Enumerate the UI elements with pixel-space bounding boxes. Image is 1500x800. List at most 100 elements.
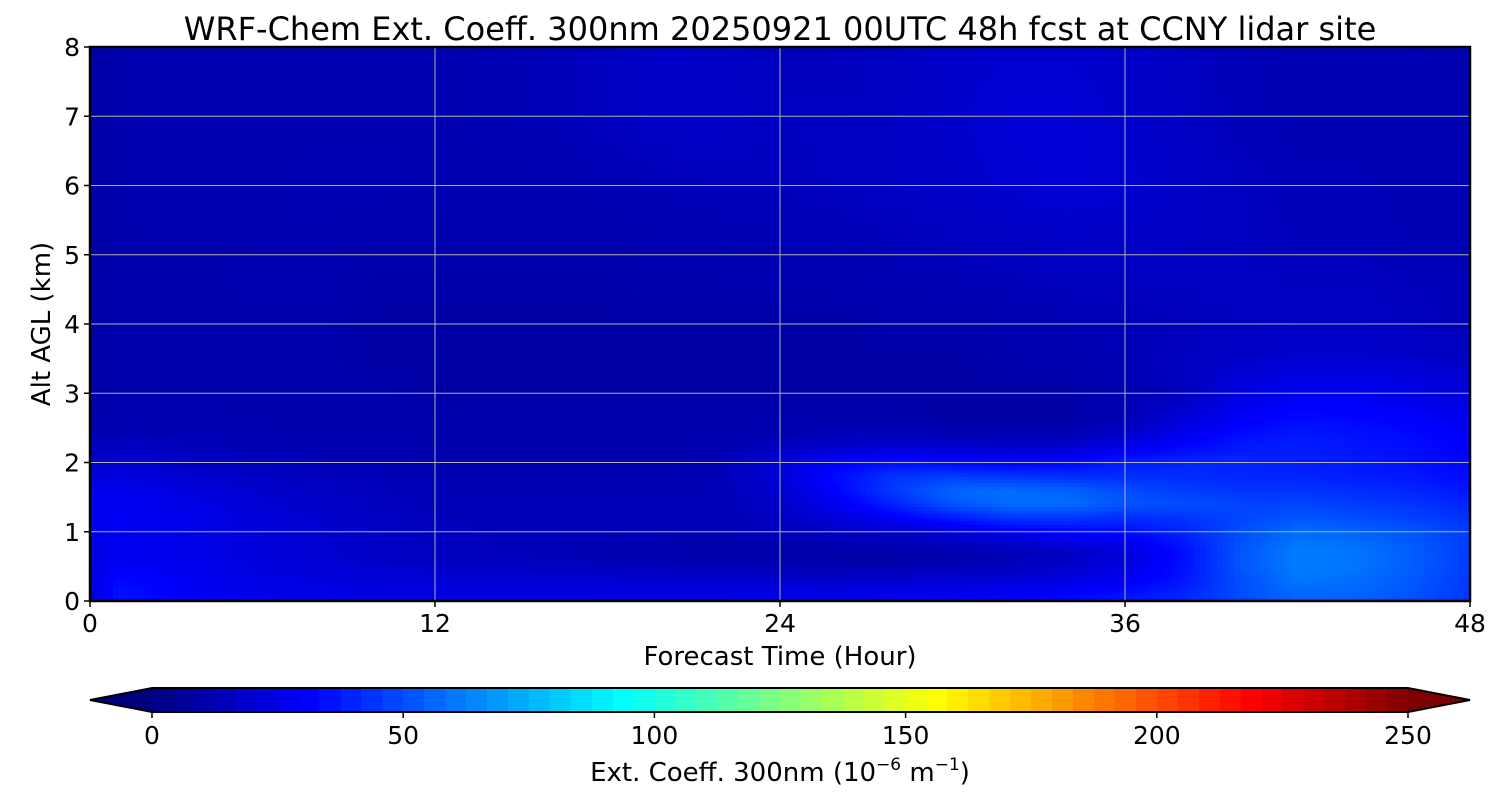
field-cell bbox=[1125, 50, 1132, 55]
field-cell bbox=[1038, 50, 1046, 55]
field-cell bbox=[360, 81, 367, 86]
field-cell bbox=[291, 67, 298, 72]
field-cell bbox=[964, 50, 971, 55]
field-cell bbox=[325, 47, 333, 52]
field-cell bbox=[199, 78, 206, 83]
field-cell bbox=[613, 60, 620, 65]
field-cell bbox=[918, 109, 925, 114]
field-cell bbox=[774, 116, 781, 121]
field-cell bbox=[1222, 53, 1230, 58]
field-cell bbox=[1401, 102, 1408, 107]
field-cell bbox=[297, 102, 304, 107]
field-cell bbox=[245, 74, 252, 79]
field-cell bbox=[1084, 88, 1092, 93]
field-cell bbox=[1176, 50, 1184, 55]
field-cell bbox=[636, 74, 643, 79]
field-cell bbox=[734, 109, 741, 114]
field-cell bbox=[233, 102, 241, 107]
field-cell bbox=[642, 88, 649, 93]
field-cell bbox=[1355, 57, 1362, 62]
field-cell bbox=[302, 98, 310, 103]
field-cell bbox=[331, 105, 338, 110]
field-cell bbox=[670, 88, 678, 93]
field-cell bbox=[941, 74, 948, 79]
field-cell bbox=[101, 67, 108, 72]
field-cell bbox=[538, 57, 545, 62]
field-cell bbox=[458, 109, 465, 114]
field-cell bbox=[1079, 71, 1086, 76]
field-cell bbox=[492, 109, 499, 114]
field-cell bbox=[1412, 95, 1419, 100]
field-cell bbox=[337, 67, 344, 72]
field-cell bbox=[1188, 57, 1195, 62]
field-cell bbox=[343, 105, 350, 110]
field-cell bbox=[843, 98, 850, 103]
field-cell bbox=[1096, 109, 1103, 114]
field-cell bbox=[1320, 98, 1327, 103]
field-cell bbox=[923, 71, 931, 76]
field-cell bbox=[251, 50, 258, 55]
field-cell bbox=[1274, 85, 1281, 90]
field-cell bbox=[849, 109, 856, 114]
field-cell bbox=[768, 47, 775, 52]
field-cell bbox=[377, 47, 384, 52]
field-cell bbox=[693, 50, 701, 55]
field-cell bbox=[584, 47, 591, 52]
field-cell bbox=[118, 74, 126, 79]
field-cell bbox=[716, 67, 724, 72]
field-cell bbox=[1004, 85, 1011, 90]
field-cell bbox=[1084, 116, 1092, 121]
field-cell bbox=[308, 81, 315, 86]
field-cell bbox=[1130, 92, 1138, 97]
field-cell bbox=[440, 78, 448, 83]
field-cell bbox=[1182, 60, 1189, 65]
field-cell bbox=[101, 57, 108, 62]
field-cell bbox=[1406, 85, 1414, 90]
field-cell bbox=[193, 50, 200, 55]
field-cell bbox=[665, 112, 672, 117]
field-cell bbox=[561, 71, 568, 76]
field-cell bbox=[360, 74, 367, 79]
field-cell bbox=[883, 88, 890, 93]
field-cell bbox=[745, 47, 752, 52]
field-cell bbox=[676, 98, 683, 103]
field-cell bbox=[159, 47, 166, 52]
field-cell bbox=[348, 112, 356, 117]
field-cell bbox=[1303, 81, 1310, 86]
field-cell bbox=[826, 57, 833, 62]
field-cell bbox=[279, 109, 287, 114]
field-cell bbox=[354, 64, 361, 69]
field-cell bbox=[1441, 105, 1448, 110]
field-cell bbox=[532, 98, 540, 103]
field-cell bbox=[1056, 74, 1063, 79]
field-cell bbox=[555, 98, 563, 103]
field-cell bbox=[124, 95, 131, 100]
field-cell bbox=[1004, 78, 1011, 83]
field-cell bbox=[1291, 64, 1299, 69]
field-cell bbox=[1309, 112, 1316, 117]
field-cell bbox=[383, 57, 390, 62]
field-cell bbox=[1343, 105, 1350, 110]
field-cell bbox=[1067, 60, 1074, 65]
field-cell bbox=[1360, 50, 1368, 55]
field-cell bbox=[1119, 67, 1126, 72]
field-cell bbox=[768, 57, 775, 62]
field-cell bbox=[285, 88, 292, 93]
field-cell bbox=[682, 53, 689, 58]
field-cell bbox=[1038, 57, 1046, 62]
field-cell bbox=[1251, 109, 1258, 114]
field-cell bbox=[325, 60, 333, 65]
field-cell bbox=[239, 102, 246, 107]
field-cell bbox=[929, 85, 936, 90]
field-cell bbox=[1038, 109, 1046, 114]
field-cell bbox=[1332, 67, 1339, 72]
field-cell bbox=[159, 112, 166, 117]
field-cell bbox=[1038, 47, 1046, 52]
field-cell bbox=[136, 64, 143, 69]
field-cell bbox=[1343, 109, 1350, 114]
field-cell bbox=[1159, 57, 1166, 62]
field-cell bbox=[320, 81, 327, 86]
field-cell bbox=[1125, 88, 1132, 93]
field-cell bbox=[964, 57, 971, 62]
field-cell bbox=[642, 95, 649, 100]
